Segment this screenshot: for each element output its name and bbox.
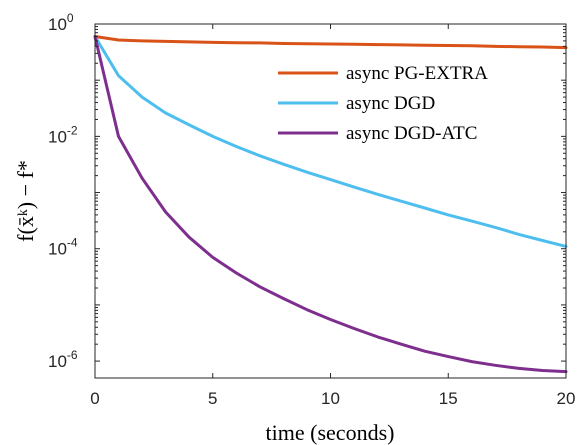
x-tick-label: 5 [208, 389, 217, 408]
y-tick-label: 10-6 [48, 348, 78, 371]
legend-label-0: async PG-EXTRA [346, 63, 488, 84]
legend-label-1: async DGD [346, 93, 435, 114]
x-tick-label: 10 [321, 389, 340, 408]
x-axis-title: time (seconds) [266, 420, 395, 445]
series-line-2 [93, 35, 568, 374]
x-tick-label: 0 [90, 389, 99, 408]
y-axis-title: f(x̄ᵏ) − f* [13, 160, 38, 242]
y-tick-label: 100 [48, 11, 74, 34]
y-tick-label: 10-4 [48, 236, 78, 259]
y-tick-label: 10-2 [48, 123, 78, 146]
x-tick-label: 20 [557, 389, 576, 408]
series-line-0 [93, 35, 568, 50]
legend-label-2: async DGD-ATC [346, 123, 477, 144]
series-layer [93, 35, 568, 374]
series-line-1 [93, 35, 568, 248]
ticks-layer: 0 5 10 15 20 100 10-2 10-4 10-6 [48, 11, 575, 408]
x-tick-label: 15 [439, 389, 458, 408]
legend: async PG-EXTRA async DGD async DGD-ATC [278, 63, 488, 144]
